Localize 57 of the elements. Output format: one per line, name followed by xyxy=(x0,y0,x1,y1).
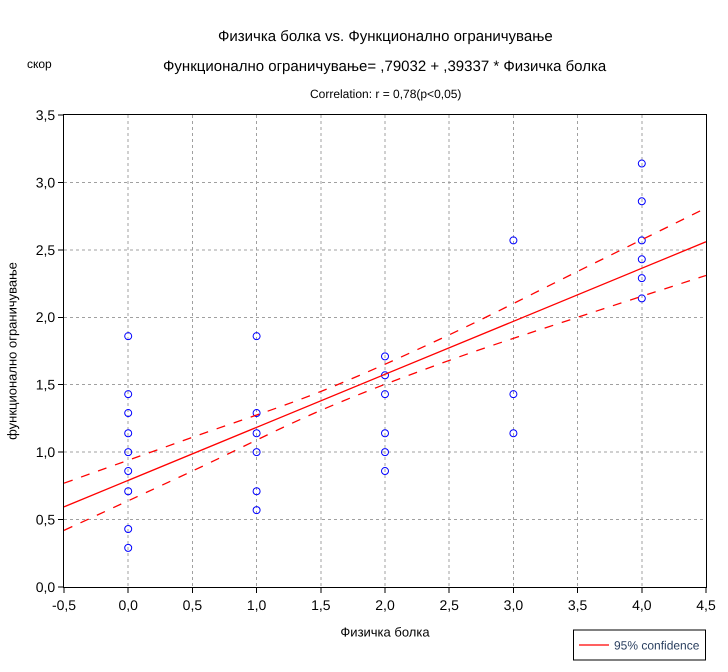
point xyxy=(638,197,646,206)
x-tick-label: 2,5 xyxy=(439,596,460,613)
x-tick-label: 4,5 xyxy=(696,596,716,613)
y-tick-label: 2,5 xyxy=(36,242,56,258)
point xyxy=(252,448,261,456)
point xyxy=(252,429,261,438)
point xyxy=(638,255,646,264)
point xyxy=(252,409,261,418)
point xyxy=(124,390,132,398)
y-tick-label: 1,0 xyxy=(36,444,56,460)
y-tick-label: 0,5 xyxy=(36,511,56,528)
point xyxy=(124,429,132,438)
point xyxy=(381,390,389,398)
point xyxy=(124,487,132,496)
point xyxy=(124,332,132,340)
point xyxy=(638,274,646,282)
x-tick-label: 4,0 xyxy=(632,596,652,613)
chart-title: Физичка болка vs. Функционално ограничување xyxy=(218,28,553,45)
x-tick-label: 1,5 xyxy=(311,596,331,613)
point xyxy=(638,294,646,302)
x-tick-label: -0,5 xyxy=(52,596,76,613)
point xyxy=(638,160,646,168)
point xyxy=(381,352,389,360)
point xyxy=(381,448,389,456)
x-tick-label: 3,0 xyxy=(504,596,524,613)
point xyxy=(509,429,518,438)
point xyxy=(381,371,389,380)
y-tick-label: 2,0 xyxy=(36,309,56,326)
legend-label: 95% confidence xyxy=(614,638,700,653)
point xyxy=(124,525,132,534)
point xyxy=(124,448,132,456)
y-tick-label: 1,5 xyxy=(36,376,56,393)
y-tick-label: 3,5 xyxy=(36,106,56,123)
point xyxy=(124,467,132,476)
x-tick-label: 2,0 xyxy=(375,596,395,613)
y-tick-label: 0,0 xyxy=(36,578,56,595)
point xyxy=(124,409,132,418)
x-tick-label: 0,0 xyxy=(118,596,138,613)
y-tick-label: 3,0 xyxy=(36,174,56,190)
point xyxy=(252,487,261,496)
line-series xyxy=(64,274,706,532)
x-axis-title: Физичка болка xyxy=(340,624,430,640)
text: Correlation: r = 0,78(p<0,05) xyxy=(310,87,462,101)
point xyxy=(124,544,132,552)
text: скор xyxy=(27,57,52,71)
y-axis-title: функционално ограничување xyxy=(4,262,20,440)
point xyxy=(252,332,261,340)
point xyxy=(638,236,646,244)
chart-subtitle: Функционално ограничување= ,79032 + ,39337 * Физичка болка xyxy=(163,58,607,75)
point xyxy=(381,467,389,476)
x-tick-label: 3,5 xyxy=(568,596,588,613)
x-tick-label: 1,0 xyxy=(246,596,267,613)
point xyxy=(509,390,518,398)
point xyxy=(381,429,389,438)
point xyxy=(509,236,518,244)
point xyxy=(252,506,261,514)
x-tick-label: 0,5 xyxy=(182,596,202,613)
